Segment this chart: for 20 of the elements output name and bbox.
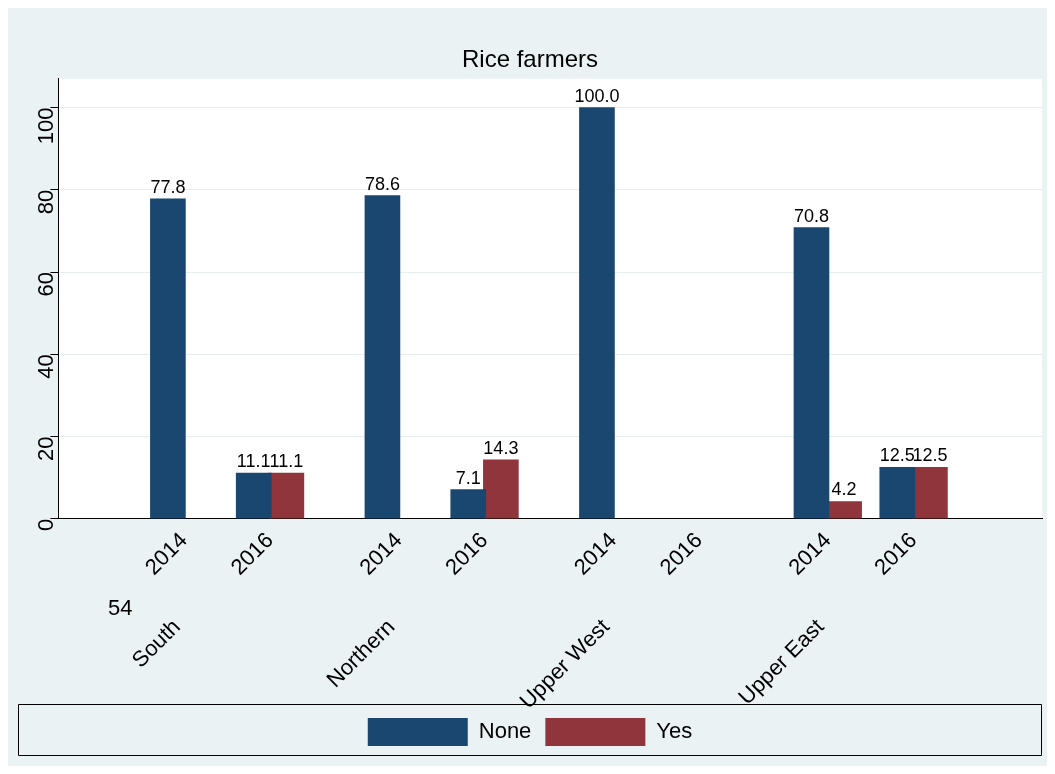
- data-label: 11.1: [236, 451, 271, 472]
- data-label: 7.1: [455, 467, 481, 488]
- text: 54: [108, 594, 133, 620]
- y-tick-label: 0: [33, 518, 59, 531]
- y-tick-label: 100: [33, 107, 59, 145]
- data-label: 11.1: [269, 451, 304, 472]
- legend-label: Yes: [656, 718, 693, 744]
- data-label: 14.3: [483, 437, 519, 458]
- data-label: 70.8: [793, 205, 829, 226]
- data-label: 78.6: [364, 173, 400, 194]
- y-tick-label: 20: [33, 436, 59, 461]
- y-tick-label: 60: [33, 272, 59, 297]
- data-label: 77.8: [150, 176, 186, 197]
- data-label: 12.5: [879, 445, 915, 466]
- data-label: 4.2: [831, 479, 857, 500]
- y-tick-label: 40: [33, 354, 59, 379]
- chart-title: Rice farmers: [461, 45, 599, 73]
- y-tick-label: 80: [33, 189, 59, 215]
- data-label: 100.0: [574, 85, 620, 106]
- legend-label: None: [478, 718, 532, 744]
